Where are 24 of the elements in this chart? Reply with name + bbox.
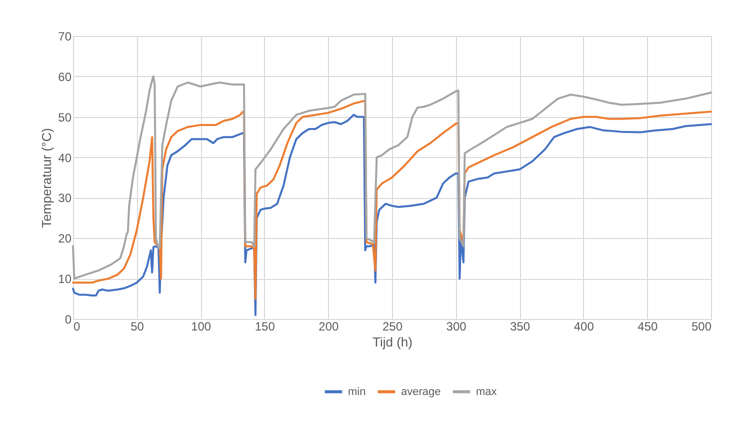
y-tick-label: 50 (58, 110, 72, 124)
x-tick-label: 250 (382, 320, 403, 334)
x-tick-label: 350 (510, 320, 530, 334)
y-tick-label: 30 (58, 191, 72, 206)
line-series (72, 75, 712, 280)
x-tick-label: 200 (318, 320, 340, 334)
y-tick-label: 40 (58, 150, 72, 165)
legend-label: max (476, 386, 498, 398)
x-tick-label: 400 (574, 320, 594, 334)
y-tick-label: 60 (58, 70, 72, 84)
y-tick-label: 10 (58, 272, 72, 286)
x-tick-label: 100 (191, 320, 212, 334)
x-tick-label: 300 (446, 320, 467, 334)
x-tick-label: 0 (74, 320, 80, 334)
x-tick-label: 450 (638, 320, 658, 334)
legend-label: average (401, 386, 441, 398)
x-tick-label: 150 (254, 320, 276, 334)
y-tick-label: 70 (58, 30, 72, 44)
x-axis-title: Tijd (h) (372, 334, 412, 350)
legend-label: min (348, 386, 366, 398)
y-tick-label: 20 (58, 232, 72, 246)
x-tick-label: 50 (130, 320, 144, 334)
y-axis-title: Temperatuur (°C) (39, 128, 54, 228)
x-tick-label: 500 (691, 320, 712, 334)
